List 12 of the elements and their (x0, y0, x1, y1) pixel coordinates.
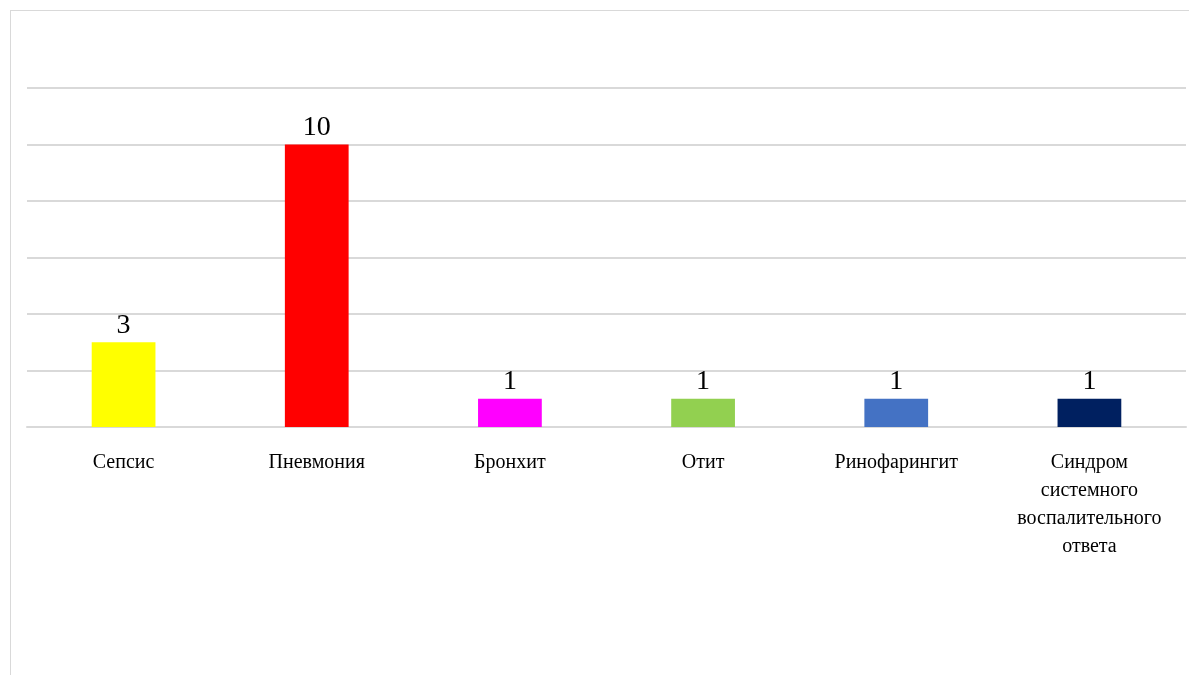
data-label: 1 (696, 364, 711, 396)
x-tick-label: Синдром системного воспалительного ответа (1017, 450, 1162, 556)
x-tick-label: Пневмония (268, 450, 365, 472)
data-label: 10 (302, 110, 331, 141)
data-label: 1 (889, 364, 904, 396)
data-label: 1 (1082, 364, 1097, 396)
x-tick-label: Сепсис (92, 450, 155, 472)
x-tick-label: Ринофарингит (834, 450, 959, 473)
data-label: 1 (502, 364, 517, 396)
data-label: 3 (116, 307, 131, 339)
x-tick-label: Отит (681, 450, 725, 472)
x-tick-label: Бронхит (474, 450, 546, 473)
